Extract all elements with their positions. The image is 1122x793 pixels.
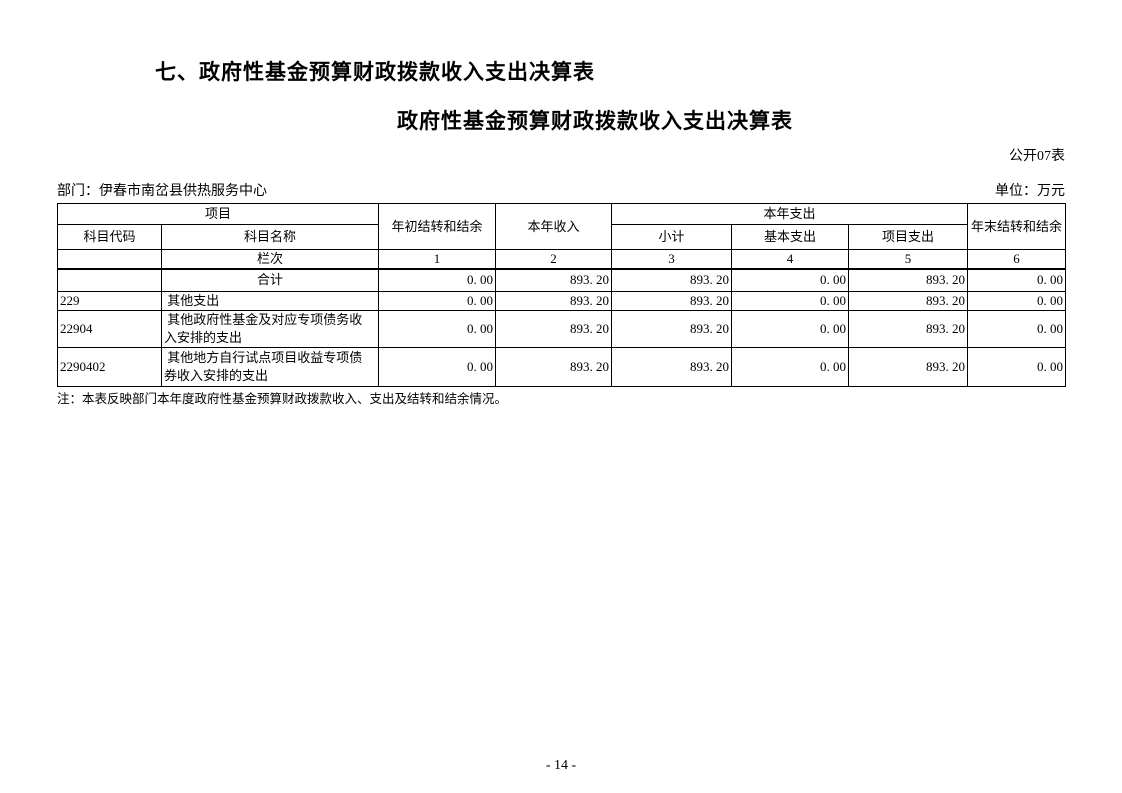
table-row: 22904 其他政府性基金及对应专项债务收 入安排的支出 0. 00 893. …: [57, 309, 1067, 348]
table-note: 注：本表反映部门本年度政府性基金预算财政拨款收入、支出及结转和结余情况。: [57, 391, 508, 406]
index-col-6: 6: [967, 249, 1067, 270]
department-label: 部门：伊春市南岔县供热服务中心: [57, 184, 267, 199]
index-empty-cell: [57, 249, 162, 270]
cell-value: 0. 00: [731, 309, 850, 348]
index-label: 栏次: [160, 249, 380, 270]
header-project-expenditure: 项目支出: [848, 224, 969, 250]
cell-code: 2290402: [57, 346, 162, 387]
table-meta-row: 部门：伊春市南岔县供热服务中心 单位：万元: [57, 182, 1065, 201]
cell-value: 893. 20: [611, 309, 733, 348]
cell-value: 893. 20: [495, 309, 613, 348]
index-col-2: 2: [495, 249, 613, 270]
cell-value: 893. 20: [495, 268, 613, 292]
cell-value: 0. 00: [731, 346, 850, 387]
cell-value: 0. 00: [378, 309, 497, 348]
header-project: 项目: [56, 203, 380, 225]
cell-name: 合计: [160, 268, 380, 292]
cell-value: 893. 20: [848, 290, 969, 311]
cell-code: 22904: [57, 309, 162, 348]
cell-value: 0. 00: [378, 290, 497, 311]
cell-name: 其他支出: [160, 290, 380, 311]
unit-label: 单位：万元: [995, 184, 1065, 199]
header-current-year-expenditure: 本年支出: [611, 203, 969, 225]
header-year-end-balance: 年末结转和结余: [967, 203, 1067, 250]
fund-budget-table: 项目 年初结转和结余 本年收入 本年支出 年末结转和结余 科目代码 科目名称 小…: [56, 203, 1067, 387]
header-beginning-balance: 年初结转和结余: [378, 203, 497, 250]
cell-value: 0. 00: [967, 268, 1067, 292]
cell-name: 其他政府性基金及对应专项债务收 入安排的支出: [160, 309, 380, 348]
cell-value: 893. 20: [495, 290, 613, 311]
header-subject-name: 科目名称: [160, 224, 380, 250]
cell-value: 893. 20: [848, 268, 969, 292]
index-col-4: 4: [731, 249, 850, 270]
cell-value: 893. 20: [611, 268, 733, 292]
header-current-year-income: 本年收入: [495, 203, 613, 250]
table-row-total: 合计 0. 00 893. 20 893. 20 0. 00 893. 20 0…: [57, 268, 1067, 292]
table-row: 2290402 其他地方自行试点项目收益专项债 券收入安排的支出 0. 00 8…: [57, 346, 1067, 387]
header-subject-code: 科目代码: [57, 224, 162, 250]
cell-value: 0. 00: [731, 268, 850, 292]
cell-value: 0. 00: [731, 290, 850, 311]
column-index-row: 栏次 1 2 3 4 5 6: [57, 249, 1067, 270]
cell-code: [57, 268, 162, 292]
cell-name: 其他地方自行试点项目收益专项债 券收入安排的支出: [160, 346, 380, 387]
cell-value: 0. 00: [378, 268, 497, 292]
header-basic-expenditure: 基本支出: [731, 224, 850, 250]
cell-value: 893. 20: [848, 346, 969, 387]
cell-value: 0. 00: [967, 290, 1067, 311]
header-row-2: 科目代码 科目名称 小计 基本支出 项目支出: [57, 224, 1066, 250]
cell-value: 893. 20: [495, 346, 613, 387]
header-subtotal: 小计: [611, 224, 733, 250]
form-code-label: 公开07表: [1009, 149, 1065, 164]
section-heading: 七、政府性基金预算财政拨款收入支出决算表: [155, 61, 595, 84]
page-number: - 14 -: [545, 758, 577, 773]
cell-value: 0. 00: [378, 346, 497, 387]
cell-value: 893. 20: [611, 290, 733, 311]
header-row-1: 项目 年初结转和结余 本年收入 本年支出 年末结转和结余: [56, 203, 1067, 250]
cell-value: 0. 00: [967, 346, 1067, 387]
cell-value: 0. 00: [967, 309, 1067, 348]
index-col-1: 1: [378, 249, 497, 270]
cell-value: 893. 20: [611, 346, 733, 387]
cell-code: 229: [57, 290, 162, 311]
cell-value: 893. 20: [848, 309, 969, 348]
table-title: 政府性基金预算财政拨款收入支出决算表: [397, 110, 793, 133]
table-row: 229 其他支出 0. 00 893. 20 893. 20 0. 00 893…: [57, 290, 1067, 311]
index-col-3: 3: [611, 249, 733, 270]
index-col-5: 5: [848, 249, 969, 270]
